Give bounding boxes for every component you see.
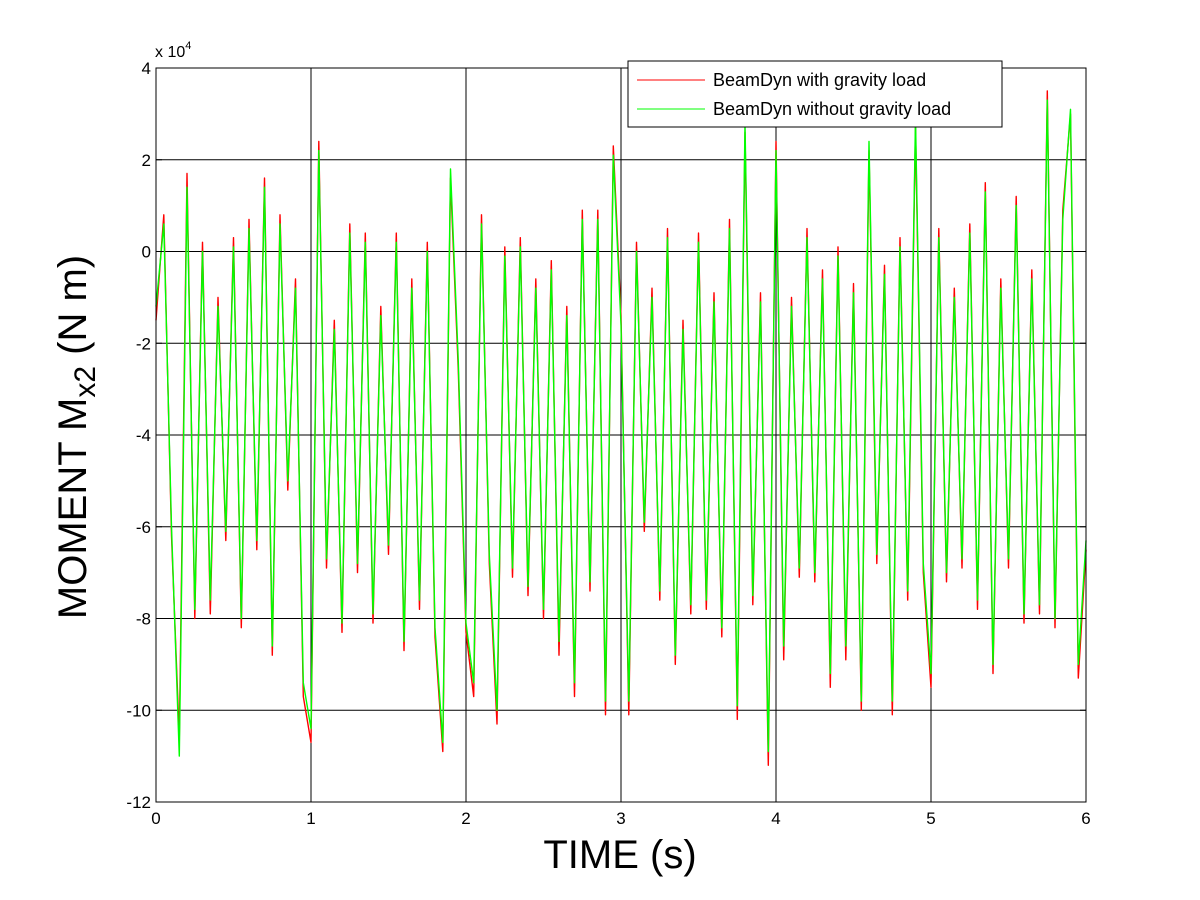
y-tick-label: 4 [142, 59, 151, 78]
legend-box [627, 60, 1003, 128]
x-tick-label: 2 [461, 809, 470, 828]
x-tick-label: 3 [616, 809, 625, 828]
y-tick-label: -12 [126, 793, 151, 812]
y-tick-label: 0 [142, 243, 151, 262]
series-line-1 [155, 99, 1087, 757]
x-tick-label: 6 [1081, 809, 1090, 828]
x-tick-label: 4 [771, 809, 780, 828]
x-tick-label: 0 [151, 809, 160, 828]
y-exponent-label: x 104 [155, 40, 191, 61]
legend: BeamDyn with gravity load BeamDyn withou… [627, 60, 1003, 128]
data-series [155, 90, 1087, 766]
y-tick-label: -10 [126, 701, 151, 720]
y-tick-label: 2 [142, 151, 151, 170]
legend-label-without-gravity: BeamDyn without gravity load [713, 99, 951, 119]
y-axis-title-subscript: x2 [69, 366, 102, 398]
y-exponent-power: 4 [185, 40, 191, 52]
y-tick-label: -4 [136, 426, 151, 445]
y-axis-title-unit: (N m) [51, 255, 95, 366]
y-axis-title-main: MOMENT M [51, 398, 95, 619]
y-exponent-base: x 10 [155, 44, 185, 61]
x-tick-label: 5 [926, 809, 935, 828]
x-tick-label: 1 [306, 809, 315, 828]
y-tick-label: -8 [136, 610, 151, 629]
y-axis-title: MOMENT Mx2 (N m) [51, 255, 102, 619]
y-tick-label: -6 [136, 518, 151, 537]
y-tick-label: -2 [136, 334, 151, 353]
axis-tick-labels: 0 1 2 3 4 5 6 -12 -10 -8 -6 -4 -2 0 2 4 [126, 59, 1090, 828]
x-axis-title: TIME (s) [543, 833, 696, 877]
legend-label-with-gravity: BeamDyn with gravity load [713, 70, 926, 90]
